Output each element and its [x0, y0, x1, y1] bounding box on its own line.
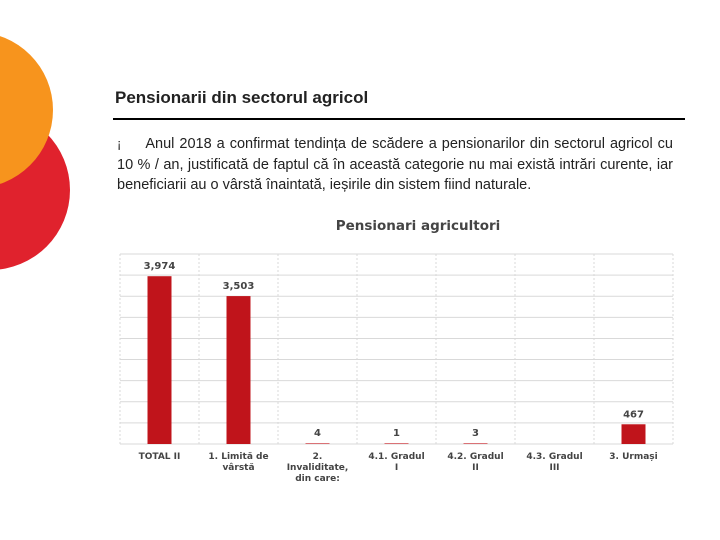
- x-tick-label: 4.2. Gradul II: [447, 452, 503, 473]
- chart-title: Pensionari agricultori: [335, 218, 501, 234]
- data-label: 3,974: [144, 261, 176, 272]
- bar-5: [463, 443, 488, 444]
- orange-decorative-circle: [0, 36, 53, 184]
- x-tick-label: 4.3. Gradul III: [526, 452, 582, 473]
- bar-2: [226, 296, 251, 444]
- slide-title: Pensionarii din sectorul agricol: [115, 88, 369, 107]
- pensioners-bar-chart: 3,974 TOTAL II 3,503 1. Limită de vârstă 4 2. I…: [110, 212, 690, 502]
- title-divider: [113, 118, 685, 120]
- bullet-text: Anul 2018 a confirmat tendința de scăder…: [117, 136, 673, 193]
- data-label: 467: [623, 409, 644, 420]
- x-tick-label: 3. Urmași: [609, 452, 657, 462]
- bar-7: [621, 424, 646, 444]
- bar-4: [384, 443, 409, 444]
- decorative-circles: [0, 36, 70, 270]
- bullet-icon: ¡: [117, 136, 122, 151]
- x-tick-label: 2. Invaliditate, din care:: [287, 452, 349, 484]
- bar-1: [147, 276, 172, 444]
- data-label: 3,503: [223, 281, 255, 292]
- x-tick-label: TOTAL II: [139, 452, 181, 462]
- bar-3: [305, 443, 330, 444]
- chart-plot: 3,974 TOTAL II 3,503 1. Limită de vârstă 4 2. I…: [119, 253, 674, 484]
- x-tick-label: 4.1. Gradul I: [368, 452, 424, 473]
- bullet-paragraph: ¡ Anul 2018 a confirmat tendința de scăde…: [117, 134, 673, 196]
- data-label: 3: [472, 428, 479, 439]
- x-tick-label: 1. Limită de vârstă: [208, 452, 268, 473]
- data-label: 4: [314, 428, 321, 439]
- data-label: 1: [393, 428, 400, 439]
